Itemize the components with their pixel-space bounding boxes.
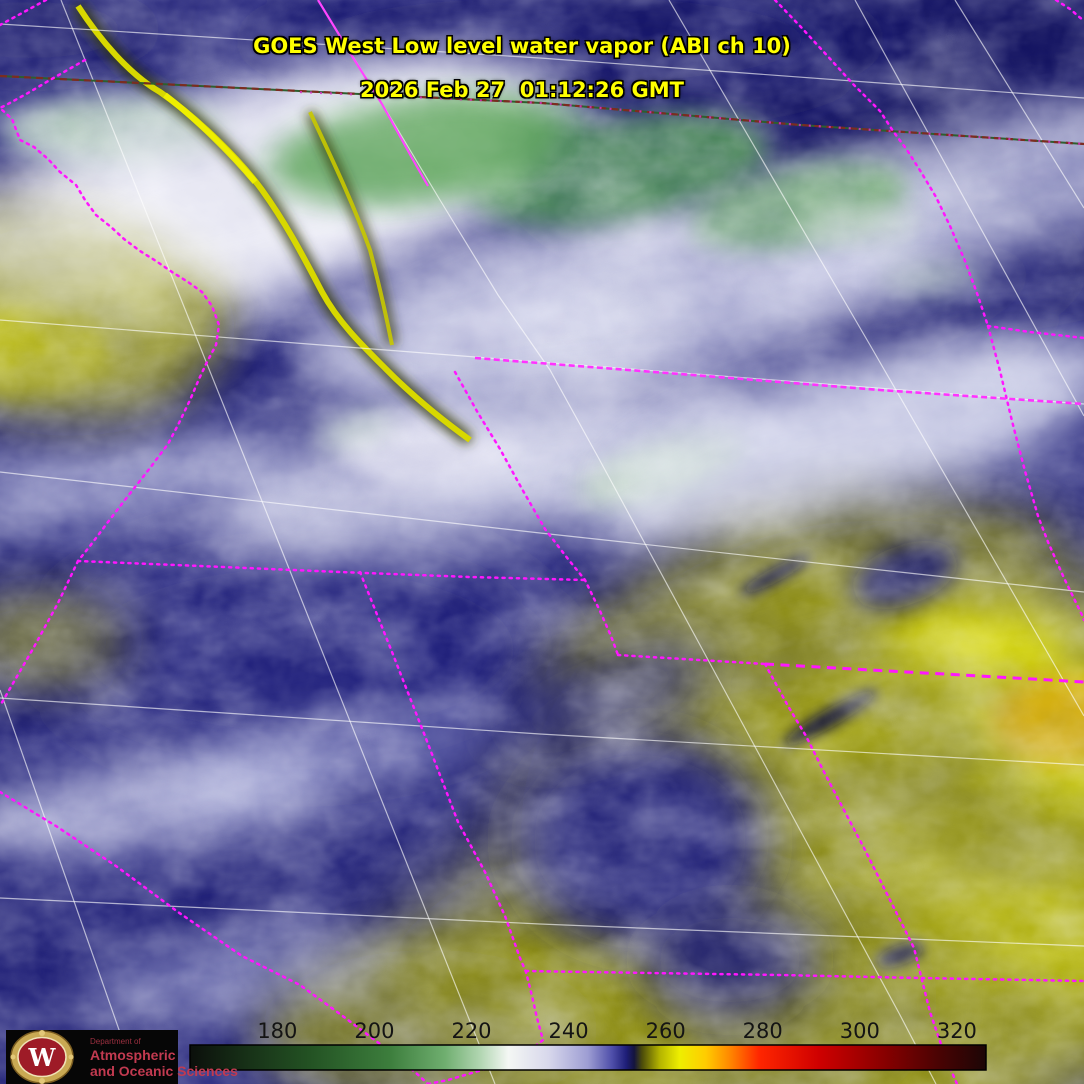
meridian-line-3 bbox=[668, 0, 1084, 717]
logo-line2: and Oceanic Sciences bbox=[90, 1063, 238, 1079]
title-line1: GOES West Low level water vapor (ABI ch … bbox=[253, 34, 791, 58]
colorbar-gradient-bar bbox=[189, 1044, 987, 1071]
colorbar-label-200: 200 bbox=[354, 1019, 394, 1043]
colorbar-label-240: 240 bbox=[549, 1019, 589, 1043]
colorbar-labels: 180 200 220 240 260 280 300 320 bbox=[257, 1019, 977, 1043]
logo-dept-line: Department of bbox=[90, 1037, 141, 1046]
colorbar-label-280: 280 bbox=[743, 1019, 783, 1043]
meridian-line-0 bbox=[0, 689, 139, 1084]
uw-aos-logo: W Department of Atmospheric and Oceanic … bbox=[6, 1030, 238, 1084]
border-east-dashed bbox=[764, 662, 1084, 684]
latitude-line-3 bbox=[0, 697, 1084, 766]
coastline-north bbox=[0, 58, 221, 563]
dry-slot-streak2 bbox=[308, 111, 394, 346]
colorbar-label-180: 180 bbox=[257, 1019, 297, 1043]
us-canada-border bbox=[0, 74, 1084, 146]
border-washington-oregon bbox=[474, 356, 1084, 406]
dry-slot-streak bbox=[75, 4, 472, 443]
border-idaho-montana bbox=[773, 0, 990, 328]
colorbar-label-300: 300 bbox=[840, 1019, 880, 1043]
dry-slot-streak-bright bbox=[163, 92, 258, 184]
uw-crest-icon: W bbox=[10, 1030, 74, 1084]
border-top-solid bbox=[317, 0, 429, 187]
coastline-south bbox=[0, 790, 430, 1084]
border-42n bbox=[76, 559, 587, 582]
colorbar-label-220: 220 bbox=[451, 1019, 491, 1043]
svg-text:W: W bbox=[28, 1043, 57, 1072]
latitude-line-4 bbox=[0, 897, 1084, 947]
latitude-line-1 bbox=[0, 319, 1084, 405]
border-top-right bbox=[1054, 0, 1084, 23]
border-us-canada bbox=[0, 74, 1084, 146]
meridian-line-2 bbox=[317, 0, 937, 1084]
colorbar-label-260: 260 bbox=[646, 1019, 686, 1043]
meridian-line-4 bbox=[854, 0, 1084, 417]
logo-line1: Atmospheric bbox=[90, 1047, 176, 1063]
border-south-horizontal bbox=[524, 969, 1084, 983]
title-line2: 2026 Feb 27 01:12:26 GMT bbox=[360, 78, 684, 102]
border-oregon-idaho bbox=[453, 370, 620, 657]
meridian-line-1 bbox=[60, 0, 496, 1084]
meridian-line-5 bbox=[954, 0, 1084, 209]
temperature-colorbar: 180 200 220 240 260 280 300 320 bbox=[189, 1019, 987, 1071]
border-45n bbox=[986, 324, 1084, 340]
border-wyoming-west bbox=[986, 324, 1084, 622]
coastline-island-tip bbox=[0, 0, 48, 27]
latitude-line-0 bbox=[0, 23, 1084, 99]
image-title: GOES West Low level water vapor (ABI ch … bbox=[0, 35, 1044, 101]
border-us-canada-magenta bbox=[299, 90, 1084, 146]
imagery-highlights bbox=[0, 3, 1082, 515]
coastline-central bbox=[0, 559, 80, 708]
colorbar-label-320: 320 bbox=[937, 1019, 977, 1043]
latitude-line-2 bbox=[0, 471, 1084, 593]
border-utah-north bbox=[616, 653, 767, 666]
